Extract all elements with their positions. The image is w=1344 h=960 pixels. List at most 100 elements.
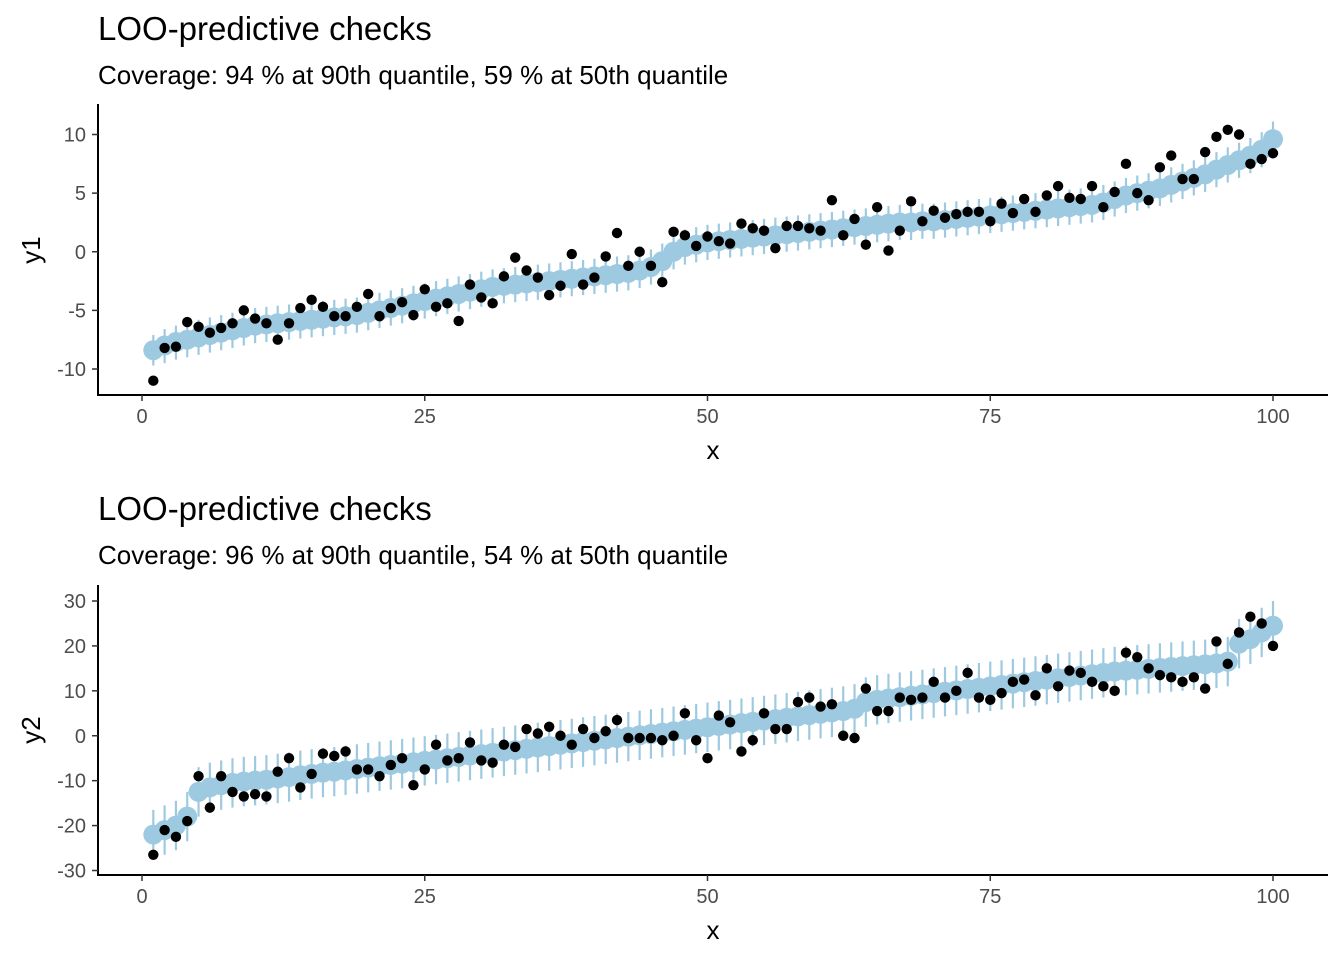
observed-point [1086,676,1098,688]
observed-point [623,260,634,272]
observed-point [430,301,442,313]
observed-point [623,732,634,744]
observed-point [351,764,363,775]
observed-point [645,260,657,272]
y-tick-label: 0 [75,242,86,264]
panel-2-y-axis-title: y2 [16,716,46,743]
observed-point [363,288,374,300]
observed-point [148,849,159,860]
observed-point [1143,663,1154,674]
observed-point [295,782,306,793]
observed-point [1211,131,1222,143]
panel-1-y-axis-title: y1 [16,236,46,263]
observed-point [340,746,351,757]
observed-point [498,271,510,282]
observed-point [159,824,170,836]
x-tick-label: 50 [696,886,718,908]
observed-point [747,735,758,746]
observed-point [419,764,430,775]
observed-point [340,311,351,322]
observed-point [227,786,238,798]
panel-1: LOO-predictive checks Coverage: 94 % at … [16,10,1328,465]
observed-point [849,213,860,225]
observed-point [317,301,329,313]
x-tick-label: 25 [414,886,436,908]
x-tick-label: 100 [1256,886,1289,908]
observed-point [804,692,815,703]
observed-point [532,728,544,739]
observed-point [1098,201,1109,213]
observed-point [894,225,905,236]
observed-point [1267,148,1279,159]
panel-2-axes: -30 -20 -10 0 10 20 30 0 25 50 75 100 [57,591,1290,908]
observed-point [182,316,193,328]
observed-point [860,683,872,694]
observed-point [521,265,532,276]
observed-point [1086,180,1098,192]
y-tick-label: 20 [64,636,86,658]
y-tick-label: 30 [64,591,86,613]
observed-point [815,225,826,236]
observed-point [329,750,340,762]
observed-point [543,721,555,732]
observed-point [555,280,566,291]
observed-point [1030,206,1041,218]
observed-point [577,723,589,735]
y-tick-label: 5 [75,183,86,205]
observed-point [1267,640,1279,652]
observed-point [973,692,985,703]
observed-point [1098,681,1109,692]
observed-point [724,717,736,728]
observed-point [351,301,363,313]
observed-point [1018,193,1030,205]
observed-point [679,230,691,241]
y-tick-label: -5 [68,300,86,322]
observed-point [476,755,487,766]
observed-point [1041,190,1053,201]
observed-point [1166,150,1177,161]
observed-point [634,732,645,744]
observed-point [442,755,453,766]
observed-point [510,252,521,263]
observed-point [1052,681,1064,692]
observed-point [521,723,532,735]
observed-point [295,302,306,314]
x-tick-label: 100 [1256,406,1289,428]
x-tick-label: 25 [414,406,436,428]
observed-point [589,732,600,744]
observed-point [306,294,317,306]
predicted-median-point [1263,129,1283,150]
observed-point [838,230,849,241]
x-tick-label: 75 [979,406,1001,428]
observed-point [668,226,679,238]
observed-point [566,739,577,750]
observed-point [883,705,894,717]
observed-point [453,753,464,764]
observed-point [804,223,815,234]
observed-point [645,732,657,744]
observed-point [962,667,973,679]
y-tick-label: -10 [57,771,86,793]
observed-point [1120,158,1132,170]
observed-point [894,692,905,703]
observed-point [464,737,476,748]
observed-point [770,723,781,735]
observed-point [374,770,385,782]
y-tick-label: -30 [57,861,86,883]
observed-point [1041,663,1053,674]
observed-point [702,231,713,242]
observed-point [272,334,283,345]
observed-point [1064,665,1075,676]
observed-point [261,318,272,329]
observed-point [227,318,238,329]
observed-point [792,220,804,232]
observed-point [182,815,193,827]
observed-point [148,375,159,386]
observed-point [1166,672,1177,683]
observed-point [1120,647,1132,658]
observed-point [1199,683,1211,694]
observed-point [272,766,283,777]
observed-point [1256,618,1267,629]
observed-point [589,272,600,283]
